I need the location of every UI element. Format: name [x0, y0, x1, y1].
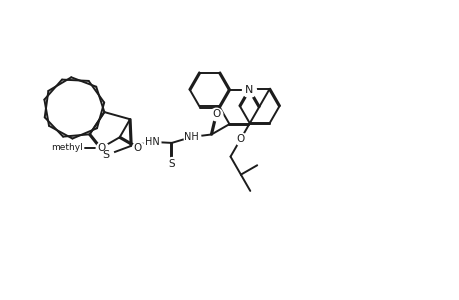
Text: O: O [212, 109, 220, 119]
Text: methyl: methyl [51, 143, 83, 152]
Text: O: O [236, 134, 245, 144]
Text: O: O [97, 143, 106, 153]
Text: HN: HN [144, 137, 159, 147]
Text: NH: NH [184, 132, 199, 142]
Text: S: S [102, 150, 110, 160]
Text: N: N [245, 85, 253, 95]
Text: O: O [134, 143, 142, 153]
Text: S: S [168, 159, 175, 169]
